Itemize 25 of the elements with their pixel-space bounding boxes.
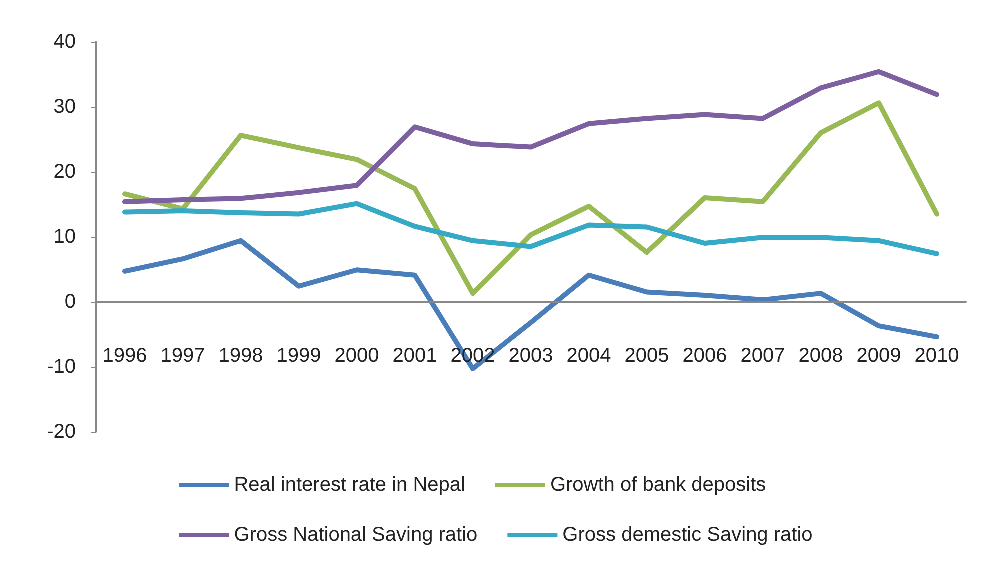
legend-label: Gross demestic Saving ratio (562, 524, 813, 546)
x-tick-label: 2001 (392, 345, 438, 367)
x-tick-label: 2004 (566, 345, 612, 367)
legend-label: Real interest rate in Nepal (234, 474, 466, 496)
x-tick-label: 1999 (276, 345, 322, 367)
x-tick-label: 2009 (856, 345, 902, 367)
x-tick-label: 1998 (218, 345, 264, 367)
legend-label: Gross National Saving ratio (234, 524, 478, 546)
y-tick-label: -20 (47, 421, 76, 443)
x-tick-label: 2003 (508, 345, 554, 367)
x-tick-label: 2005 (624, 345, 670, 367)
y-tick-label: 20 (54, 161, 76, 183)
legend-label: Growth of bank deposits (550, 474, 766, 496)
y-tick-label: 10 (54, 226, 76, 248)
x-tick-label: 2010 (914, 345, 960, 367)
x-tick-label: 1997 (160, 345, 206, 367)
y-tick-label: 30 (54, 96, 76, 118)
y-tick-label: -10 (47, 356, 76, 378)
x-tick-label: 1996 (102, 345, 148, 367)
y-tick-label: 0 (64, 291, 76, 313)
x-tick-label: 2000 (334, 345, 380, 367)
y-tick-label: 40 (54, 31, 76, 53)
x-tick-label: 2008 (798, 345, 844, 367)
x-tick-label: 2006 (682, 345, 728, 367)
x-tick-label: 2007 (740, 345, 786, 367)
